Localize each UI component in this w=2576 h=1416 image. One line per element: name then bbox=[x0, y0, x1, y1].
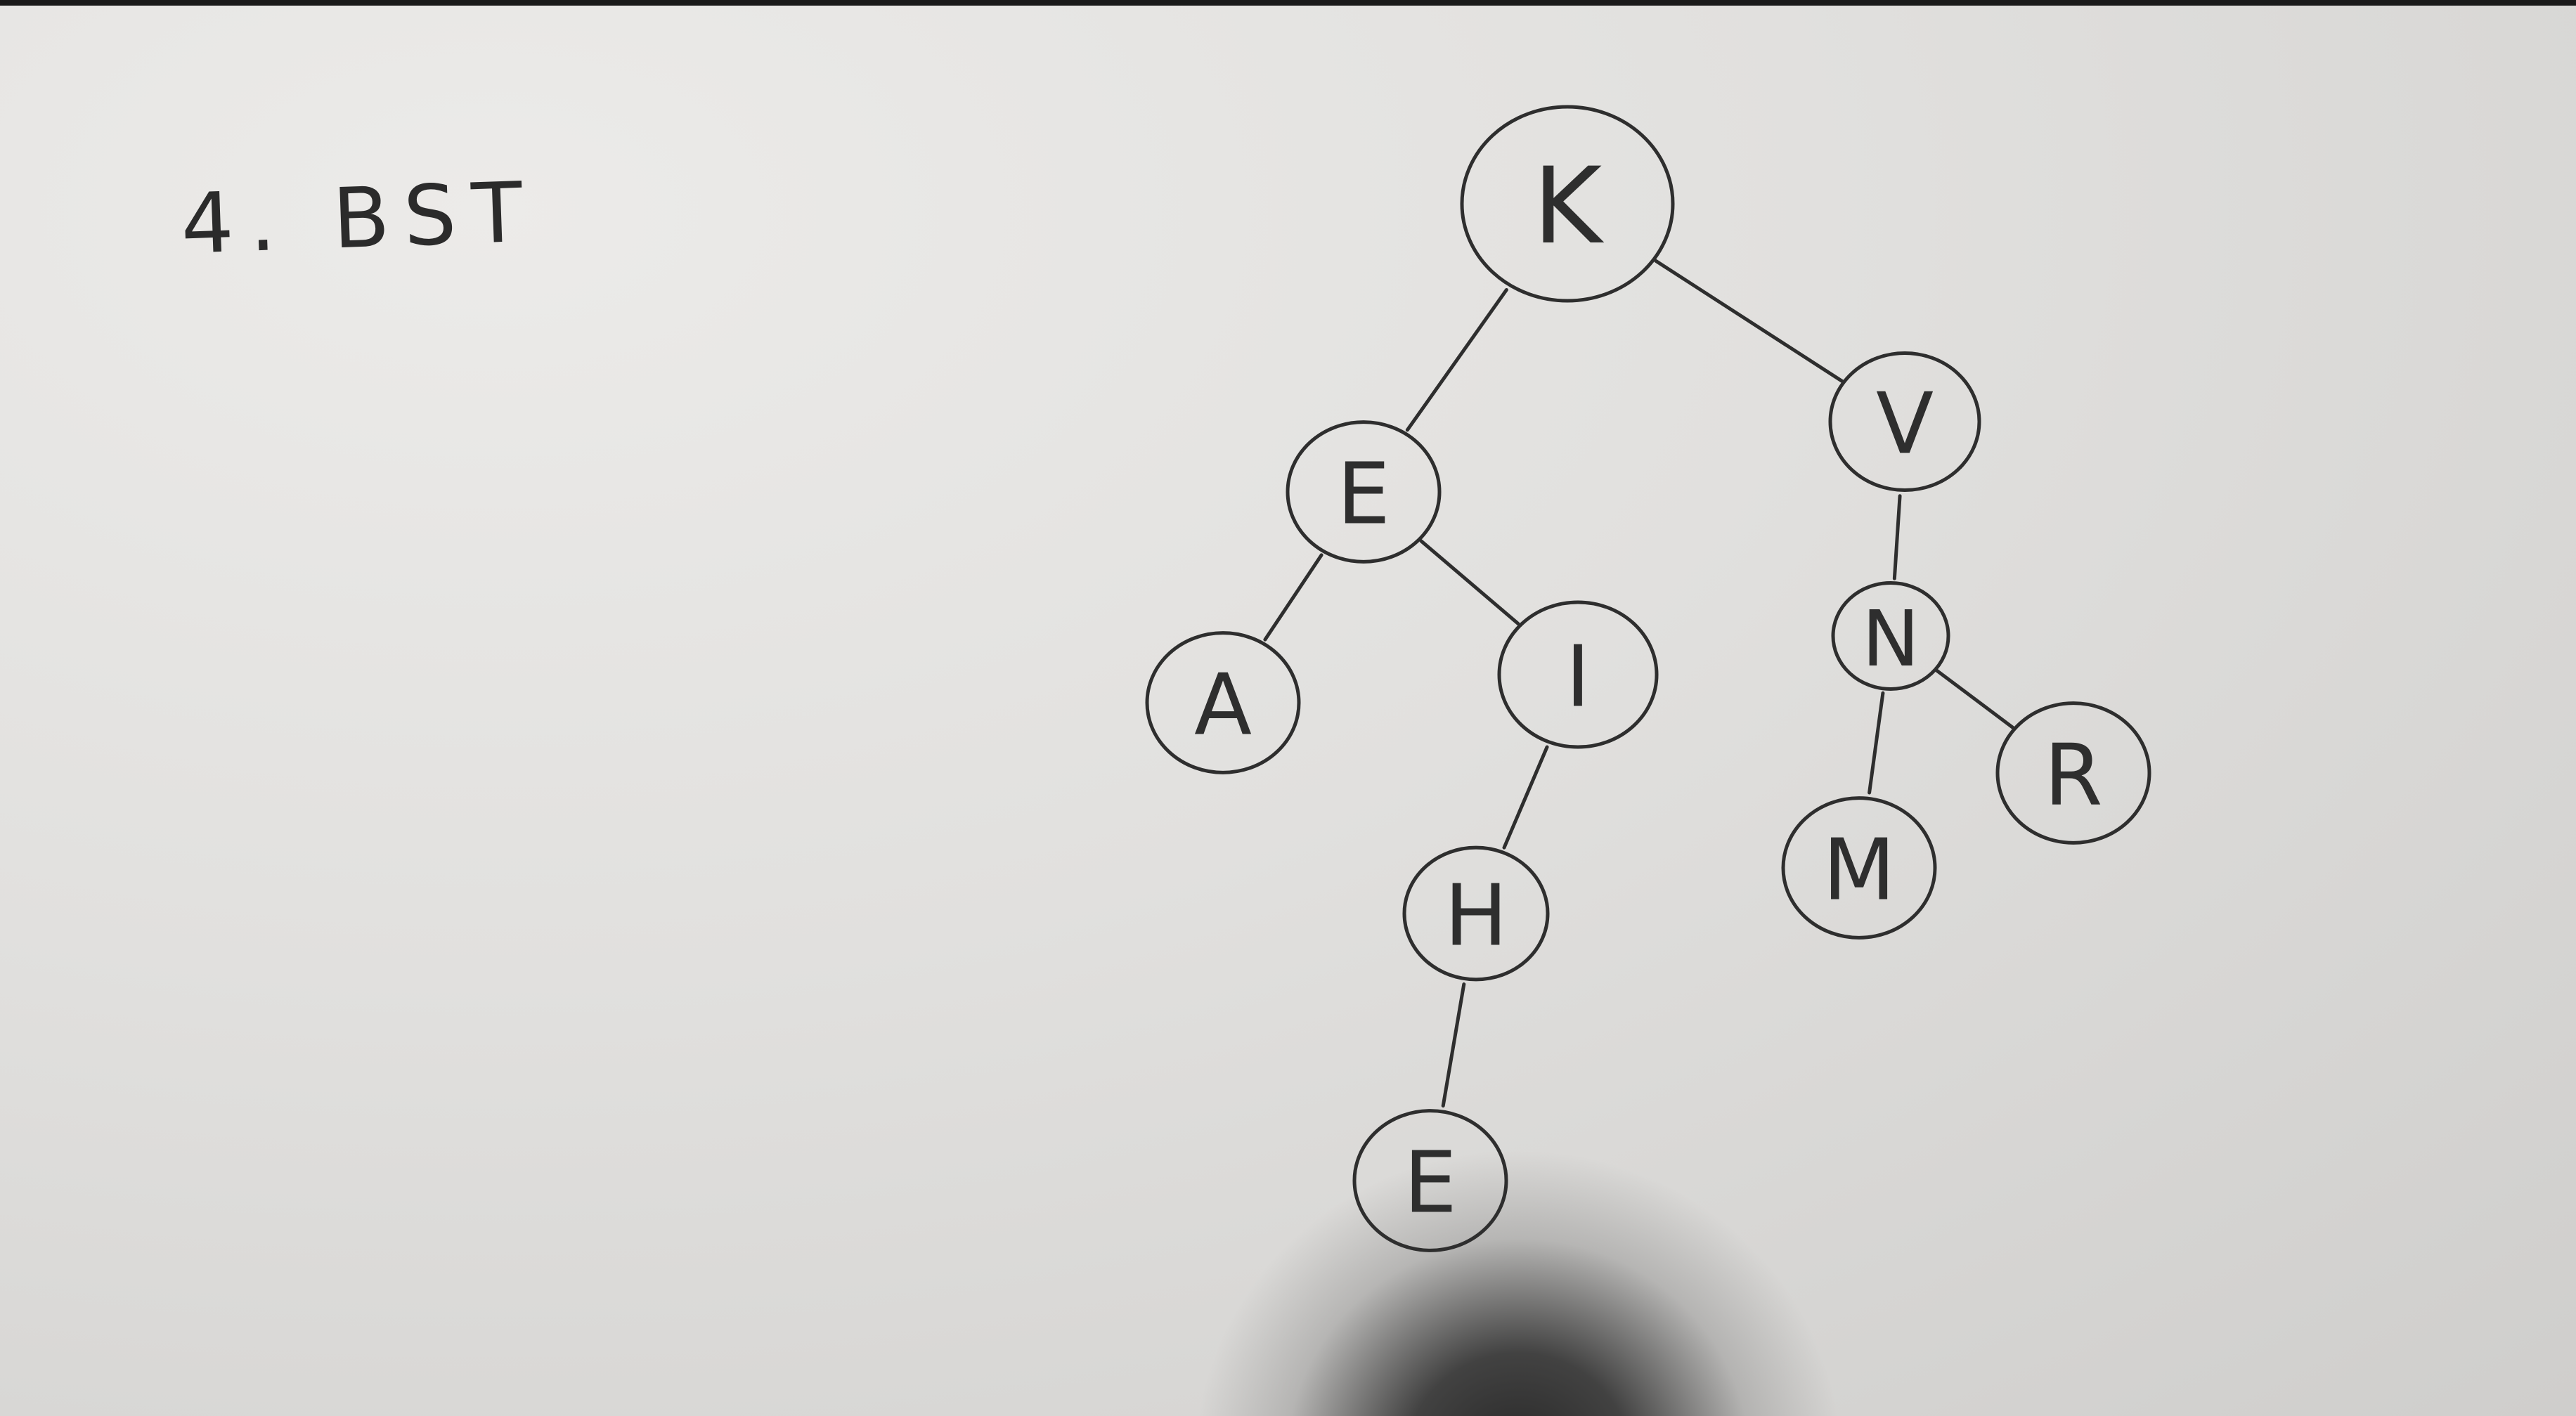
node-label: I bbox=[1565, 629, 1590, 727]
node-circle bbox=[1781, 796, 1937, 940]
tree-node-m: M bbox=[1781, 796, 1937, 940]
node-circle bbox=[1460, 105, 1675, 303]
node-label: M bbox=[1823, 822, 1896, 920]
node-circle bbox=[1286, 420, 1442, 564]
tree-node-e1: E bbox=[1286, 420, 1442, 564]
tree-node-k: K bbox=[1460, 105, 1675, 303]
edges-layer bbox=[1263, 259, 2015, 1108]
tree-node-v: V bbox=[1828, 351, 1981, 493]
node-circle bbox=[1831, 581, 1950, 691]
edge-k-v bbox=[1654, 259, 1844, 383]
edge-e1-a bbox=[1263, 553, 1323, 642]
edge-n-m bbox=[1868, 691, 1885, 795]
edge-i-h bbox=[1502, 745, 1549, 850]
node-label: A bbox=[1194, 657, 1252, 755]
nodes-layer: K E V A I H E N M R bbox=[1145, 105, 2151, 1252]
node-label: K bbox=[1533, 145, 1605, 268]
edge-v-n bbox=[1892, 494, 1902, 580]
node-circle bbox=[1145, 631, 1301, 774]
node-label: E bbox=[1404, 1135, 1457, 1233]
node-label: R bbox=[2044, 727, 2102, 825]
node-label: E bbox=[1337, 446, 1390, 544]
edge-k-e1 bbox=[1405, 287, 1508, 432]
edge-h-e2 bbox=[1441, 982, 1466, 1108]
node-circle bbox=[1828, 351, 1981, 493]
node-label: H bbox=[1444, 868, 1508, 966]
node-circle bbox=[1402, 845, 1550, 982]
tree-node-h: H bbox=[1402, 845, 1550, 982]
edge-e1-i bbox=[1419, 539, 1520, 625]
node-circle bbox=[1497, 600, 1659, 749]
tree-node-a: A bbox=[1145, 631, 1301, 774]
node-label: V bbox=[1876, 376, 1934, 474]
node-label: N bbox=[1862, 594, 1920, 684]
top-dark-strip bbox=[0, 0, 2576, 6]
node-circle bbox=[1995, 701, 2151, 845]
tree-node-r: R bbox=[1995, 701, 2151, 845]
node-circle bbox=[1352, 1109, 1508, 1252]
edge-n-r bbox=[1935, 668, 2015, 729]
tree-node-n: N bbox=[1831, 581, 1950, 691]
tree-node-e2: E bbox=[1352, 1109, 1508, 1252]
tree-node-i: I bbox=[1497, 600, 1659, 749]
